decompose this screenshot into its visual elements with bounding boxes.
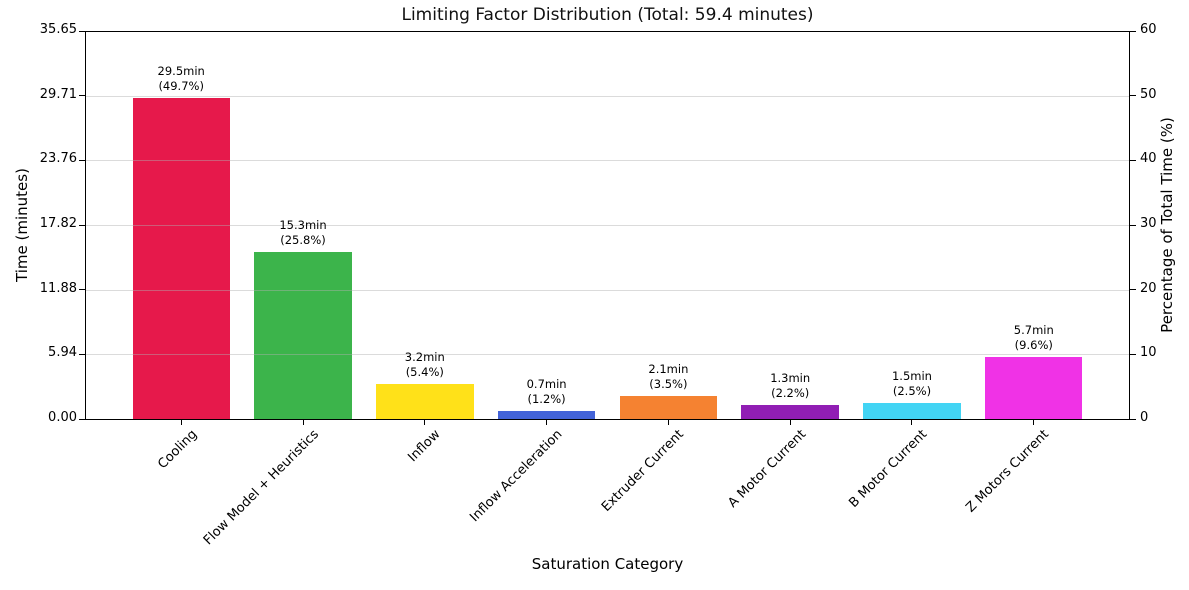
bar-flow-model-heuristics — [254, 252, 352, 419]
gridline — [86, 354, 1129, 356]
x-tick-label: Extruder Current — [599, 427, 688, 515]
bar-value-label: 3.2min (5.4%) — [404, 350, 445, 380]
y-tick-label-right: 60 — [1140, 22, 1157, 37]
y-tick-label-right: 20 — [1140, 280, 1157, 296]
y-tick-label-left: 23.76 — [39, 151, 77, 167]
bar-value-label: 29.5min (49.7%) — [157, 63, 205, 93]
x-tick-label: Inflow — [405, 427, 444, 466]
x-tick-label: Inflow Acceleration — [467, 427, 566, 526]
bar-value-label: 15.3min (25.8%) — [279, 218, 327, 248]
x-tick-mark — [546, 420, 548, 425]
bar-value-label: 1.3min (2.2%) — [770, 370, 811, 400]
x-tick-label: B Motor Current — [846, 427, 931, 511]
x-axis-label: Saturation Category — [531, 555, 684, 573]
y-tick-mark-right — [1130, 30, 1136, 32]
x-tick-label: A Motor Current — [724, 427, 809, 511]
chart-title: Limiting Factor Distribution (Total: 59.… — [401, 5, 814, 25]
y-tick-label-left: 11.88 — [39, 280, 77, 296]
y-tick-mark-right — [1130, 289, 1136, 291]
y-axis-label-right: Percentage of Total Time (%) — [1158, 117, 1176, 333]
gridline — [86, 225, 1129, 227]
y-tick-mark-left — [79, 224, 85, 226]
bar-inflow-acceleration — [497, 411, 596, 419]
bar-value-label: 2.1min (3.5%) — [648, 362, 689, 392]
x-tick-mark — [1033, 420, 1035, 425]
bar-value-label: 1.5min (2.5%) — [891, 368, 932, 398]
bar-cooling — [132, 97, 230, 419]
y-tick-mark-left — [79, 289, 85, 291]
y-tick-label-right: 30 — [1140, 216, 1157, 231]
x-tick-mark — [667, 420, 669, 425]
y-tick-label-left: 0.00 — [48, 410, 77, 425]
y-tick-mark-right — [1130, 95, 1136, 97]
x-tick-label: Flow Model + Heuristics — [200, 427, 322, 549]
gridline — [86, 95, 1129, 97]
y-tick-label-left: 17.82 — [39, 216, 77, 232]
y-tick-mark-left — [79, 30, 85, 32]
y-tick-mark-left — [79, 418, 85, 420]
y-tick-label-left: 35.65 — [39, 22, 77, 37]
x-tick-mark — [180, 420, 182, 425]
x-tick-label: Z Motors Current — [963, 427, 1053, 516]
y-tick-mark-right — [1130, 418, 1136, 420]
x-tick-mark — [911, 420, 913, 425]
y-tick-label-left: 5.94 — [48, 345, 77, 361]
y-tick-label-right: 10 — [1140, 345, 1157, 361]
bar-b-motor-current — [863, 402, 961, 419]
bar-value-label: 0.7min (1.2%) — [526, 377, 567, 407]
y-tick-mark-right — [1130, 353, 1136, 355]
y-tick-mark-left — [79, 353, 85, 355]
bar-value-label: 5.7min (9.6%) — [1013, 322, 1054, 352]
y-tick-label-left: 29.71 — [39, 86, 77, 102]
x-tick-mark — [789, 420, 791, 425]
x-tick-mark — [302, 420, 304, 425]
y-tick-mark-right — [1130, 224, 1136, 226]
bar-a-motor-current — [741, 404, 839, 419]
bar-extruder-current — [619, 396, 718, 419]
x-tick-label: Cooling — [154, 427, 200, 473]
y-tick-label-right: 50 — [1140, 86, 1157, 102]
y-tick-label-right: 0 — [1140, 410, 1149, 425]
bar-inflow — [376, 384, 474, 419]
gridline — [86, 289, 1129, 291]
y-tick-mark-left — [79, 159, 85, 161]
x-tick-mark — [424, 420, 426, 425]
y-tick-mark-right — [1130, 159, 1136, 161]
y-tick-mark-left — [79, 95, 85, 97]
bar-z-motors-current — [985, 356, 1083, 419]
y-tick-label-right: 40 — [1140, 151, 1157, 167]
gridline — [86, 160, 1129, 162]
